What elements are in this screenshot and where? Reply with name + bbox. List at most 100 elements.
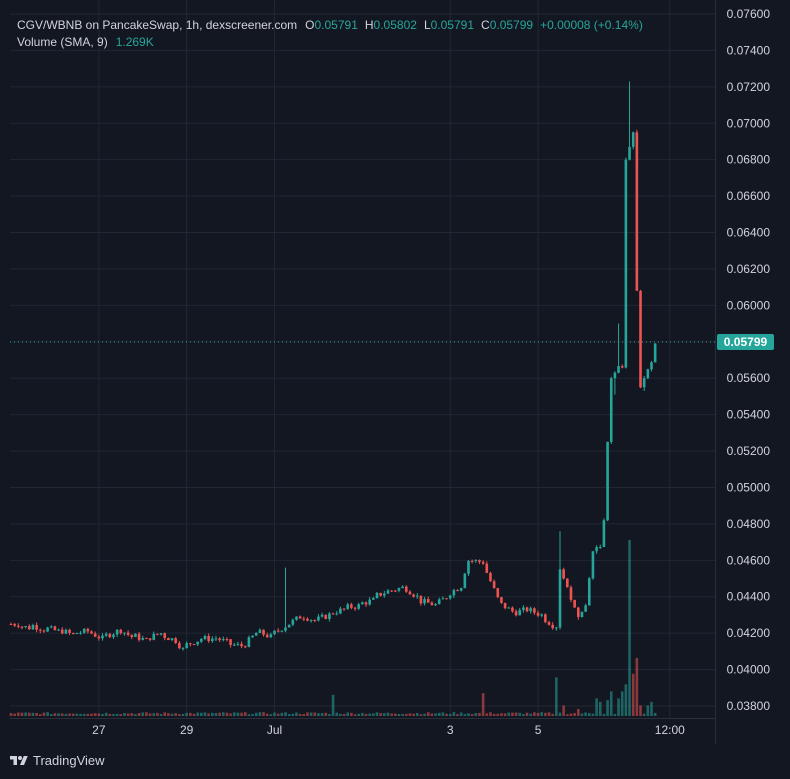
time-axis: 27 29 Jul 3 5 12:00 xyxy=(92,723,685,737)
price-tick-label: 0.07200 xyxy=(727,80,771,94)
candle xyxy=(587,576,591,606)
candle xyxy=(20,625,24,630)
volume-bar xyxy=(408,713,412,716)
volume-bar xyxy=(181,713,185,716)
candle xyxy=(181,647,185,651)
candle xyxy=(284,567,287,633)
volume-bar xyxy=(426,712,430,716)
volume-bar xyxy=(474,713,478,716)
last-price-label: 0.05799 xyxy=(724,335,768,349)
volume-bar xyxy=(496,713,500,716)
candle xyxy=(500,596,503,604)
volume-bar xyxy=(53,713,57,716)
candle xyxy=(170,638,174,642)
candle xyxy=(533,607,536,615)
price-tick-label: 0.06400 xyxy=(727,226,771,240)
tradingview-logo-icon xyxy=(10,755,28,765)
candle xyxy=(192,643,196,646)
volume-bar xyxy=(71,713,75,716)
volume-bar xyxy=(533,712,536,716)
volume-bar xyxy=(368,713,371,716)
volume-bar xyxy=(302,713,306,716)
close-label: C xyxy=(481,18,490,32)
volume-title: Volume (SMA, 9) xyxy=(17,35,108,49)
candle xyxy=(163,632,167,641)
price-tick-label: 0.06600 xyxy=(727,189,771,203)
candle xyxy=(566,578,569,588)
candle xyxy=(79,630,82,635)
volume-bar xyxy=(254,712,258,716)
candle xyxy=(276,628,280,633)
volume-bar xyxy=(306,712,309,716)
time-tick-label: 27 xyxy=(92,723,106,737)
volume-bar xyxy=(335,712,339,716)
volume-bar xyxy=(412,713,415,716)
volume-bar xyxy=(617,698,620,716)
volume-bar xyxy=(295,712,298,716)
volume-bar xyxy=(112,714,115,716)
candle xyxy=(511,606,514,613)
candle xyxy=(82,628,86,635)
candle xyxy=(306,617,309,622)
volume-bar xyxy=(174,713,177,716)
candle xyxy=(211,636,214,643)
candle xyxy=(591,551,595,580)
volume-bar xyxy=(159,713,163,716)
candle xyxy=(485,561,489,574)
candle xyxy=(379,592,382,597)
volume-bar xyxy=(328,714,331,716)
candle xyxy=(214,635,218,642)
volume-bar xyxy=(156,712,159,716)
volume-bar xyxy=(386,712,390,716)
candle xyxy=(240,641,243,649)
candle xyxy=(631,131,635,150)
candle xyxy=(254,632,258,636)
volume-bar xyxy=(569,713,573,716)
volume-bar xyxy=(192,713,196,716)
candle xyxy=(386,589,390,594)
volume-bar xyxy=(145,712,148,716)
tradingview-branding[interactable]: TradingView xyxy=(10,753,105,768)
price-tick-label: 0.04800 xyxy=(727,517,771,531)
candle xyxy=(24,625,27,629)
volume-bar xyxy=(185,712,188,716)
candle xyxy=(262,629,265,637)
volume-bar xyxy=(287,714,291,716)
volume-bar xyxy=(518,712,522,716)
candle xyxy=(141,635,145,641)
volume-bar xyxy=(620,691,624,716)
candle xyxy=(31,623,35,630)
volume-bar xyxy=(342,713,346,716)
price-tick-label: 0.05600 xyxy=(727,371,771,385)
candle xyxy=(368,597,371,606)
volume-bar xyxy=(141,712,145,716)
candle xyxy=(617,323,620,374)
volume-bar xyxy=(31,712,35,716)
price-tick-label: 0.04000 xyxy=(727,663,771,677)
candle xyxy=(291,618,295,627)
volume-bar xyxy=(492,713,496,716)
candle xyxy=(93,631,97,638)
volume-bar xyxy=(419,714,423,716)
candle xyxy=(251,635,254,638)
candle xyxy=(496,587,500,599)
volume-bar xyxy=(20,712,24,716)
volume-bar xyxy=(566,714,569,716)
volume-bar xyxy=(68,713,71,716)
candle xyxy=(434,603,437,607)
candle xyxy=(580,611,584,618)
volume-bar xyxy=(339,713,342,716)
candle xyxy=(613,371,617,395)
candle xyxy=(331,612,335,615)
candle xyxy=(236,641,240,647)
candle xyxy=(492,579,496,589)
volume-bar xyxy=(189,712,192,716)
candle xyxy=(57,628,60,632)
volume-bar xyxy=(178,714,181,716)
volume-bar xyxy=(602,713,606,716)
candle xyxy=(394,589,397,593)
candle xyxy=(232,642,236,646)
volume-bar xyxy=(90,713,93,716)
candle xyxy=(383,590,386,598)
